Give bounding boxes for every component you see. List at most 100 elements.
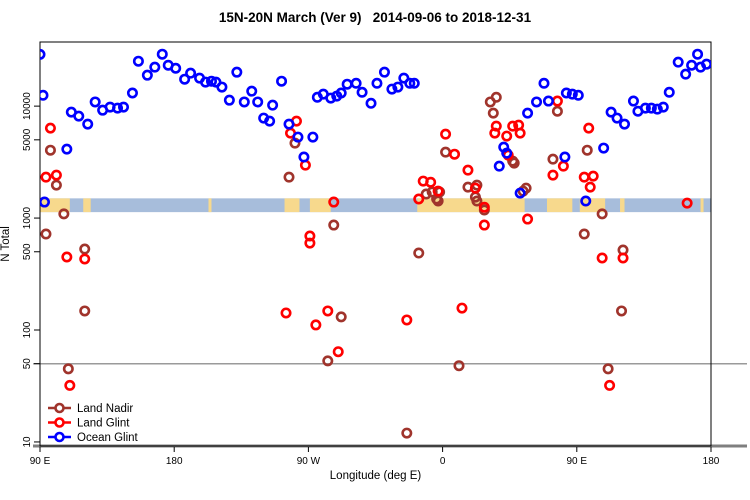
data-point	[580, 195, 592, 207]
data-point	[325, 92, 337, 104]
data-point	[356, 86, 368, 98]
data-point	[252, 96, 264, 108]
data-point	[401, 314, 413, 326]
data-point	[118, 101, 130, 113]
data-point	[64, 379, 76, 391]
data-point	[617, 252, 629, 264]
data-point	[627, 95, 639, 107]
data-point	[584, 181, 596, 193]
data-point	[283, 171, 295, 183]
data-point	[449, 148, 461, 160]
map-band-land-segment	[546, 198, 573, 213]
data-point	[292, 131, 304, 143]
data-point	[559, 151, 571, 163]
data-point	[170, 62, 182, 74]
data-point	[332, 346, 344, 358]
data-point	[223, 94, 235, 106]
data-point	[478, 219, 490, 231]
x-axis-tick-label: 90 W	[297, 456, 321, 467]
data-point	[79, 243, 91, 255]
data-point	[246, 85, 258, 97]
data-point	[40, 171, 52, 183]
data-point	[440, 128, 452, 140]
data-point	[501, 130, 513, 142]
data-point	[602, 363, 614, 375]
y-axis-label: N Total	[0, 226, 12, 262]
data-point	[551, 95, 563, 107]
map-band-land-segment	[700, 198, 704, 213]
map-band-land-segment	[208, 198, 212, 213]
data-point	[651, 103, 663, 115]
data-point	[657, 101, 669, 113]
data-point	[639, 102, 651, 114]
data-point	[335, 311, 347, 323]
data-point	[507, 120, 519, 132]
data-point	[596, 208, 608, 220]
data-point	[598, 142, 610, 154]
data-point	[267, 99, 279, 111]
data-point	[471, 195, 483, 207]
data-point	[501, 147, 513, 159]
data-point	[619, 118, 631, 130]
data-point	[681, 197, 693, 209]
data-point	[392, 81, 404, 93]
data-point	[478, 201, 490, 213]
data-point	[112, 102, 124, 114]
data-point	[280, 307, 292, 319]
data-point	[200, 76, 212, 88]
map-band-land-segment	[284, 198, 300, 213]
data-point	[179, 73, 191, 85]
data-point	[44, 122, 56, 134]
data-point	[132, 55, 144, 67]
chart-title: 15N-20N March (Ver 9) 2014-09-06 to 2018…	[218, 10, 532, 25]
data-point	[547, 153, 559, 165]
data-point	[663, 86, 675, 98]
data-point	[73, 110, 85, 122]
data-point	[701, 58, 711, 70]
data-point	[365, 97, 377, 109]
data-point	[413, 247, 425, 259]
data-point	[298, 151, 310, 163]
data-point	[89, 96, 101, 108]
data-point	[413, 193, 425, 205]
map-band-land-segment	[579, 198, 606, 213]
map-band	[40, 198, 711, 213]
x-axis-label: Longitude (deg E)	[329, 470, 422, 482]
data-point	[322, 305, 334, 317]
data-point	[560, 87, 572, 99]
data-point	[604, 379, 616, 391]
data-point	[531, 96, 543, 108]
data-point	[40, 228, 52, 240]
data-point	[490, 91, 502, 103]
data-point	[469, 182, 481, 194]
data-point	[692, 48, 704, 60]
data-point	[40, 48, 46, 60]
data-point	[566, 88, 578, 100]
data-point	[283, 118, 295, 130]
data-point	[542, 95, 554, 107]
data-point	[328, 219, 340, 231]
data-points	[40, 48, 711, 439]
data-point	[304, 230, 316, 242]
data-point	[341, 78, 353, 90]
data-point	[185, 67, 197, 79]
map-band-land-segment	[309, 198, 331, 213]
legend-label: Land Glint	[77, 418, 130, 430]
data-point	[61, 251, 73, 263]
legend-circle-symbol	[54, 431, 65, 443]
data-point	[310, 319, 322, 331]
data-point	[487, 107, 499, 119]
y-axis-tick-label: 1000	[22, 207, 33, 230]
data-point	[578, 228, 590, 240]
data-point	[616, 305, 628, 317]
data-point	[40, 89, 49, 101]
data-point	[328, 196, 340, 208]
data-point	[490, 120, 502, 132]
data-point	[231, 66, 243, 78]
map-band-land-segment	[417, 198, 525, 213]
series-ocean-glint	[40, 48, 711, 208]
data-point	[547, 169, 559, 181]
data-point	[141, 69, 153, 81]
data-point	[350, 77, 362, 89]
